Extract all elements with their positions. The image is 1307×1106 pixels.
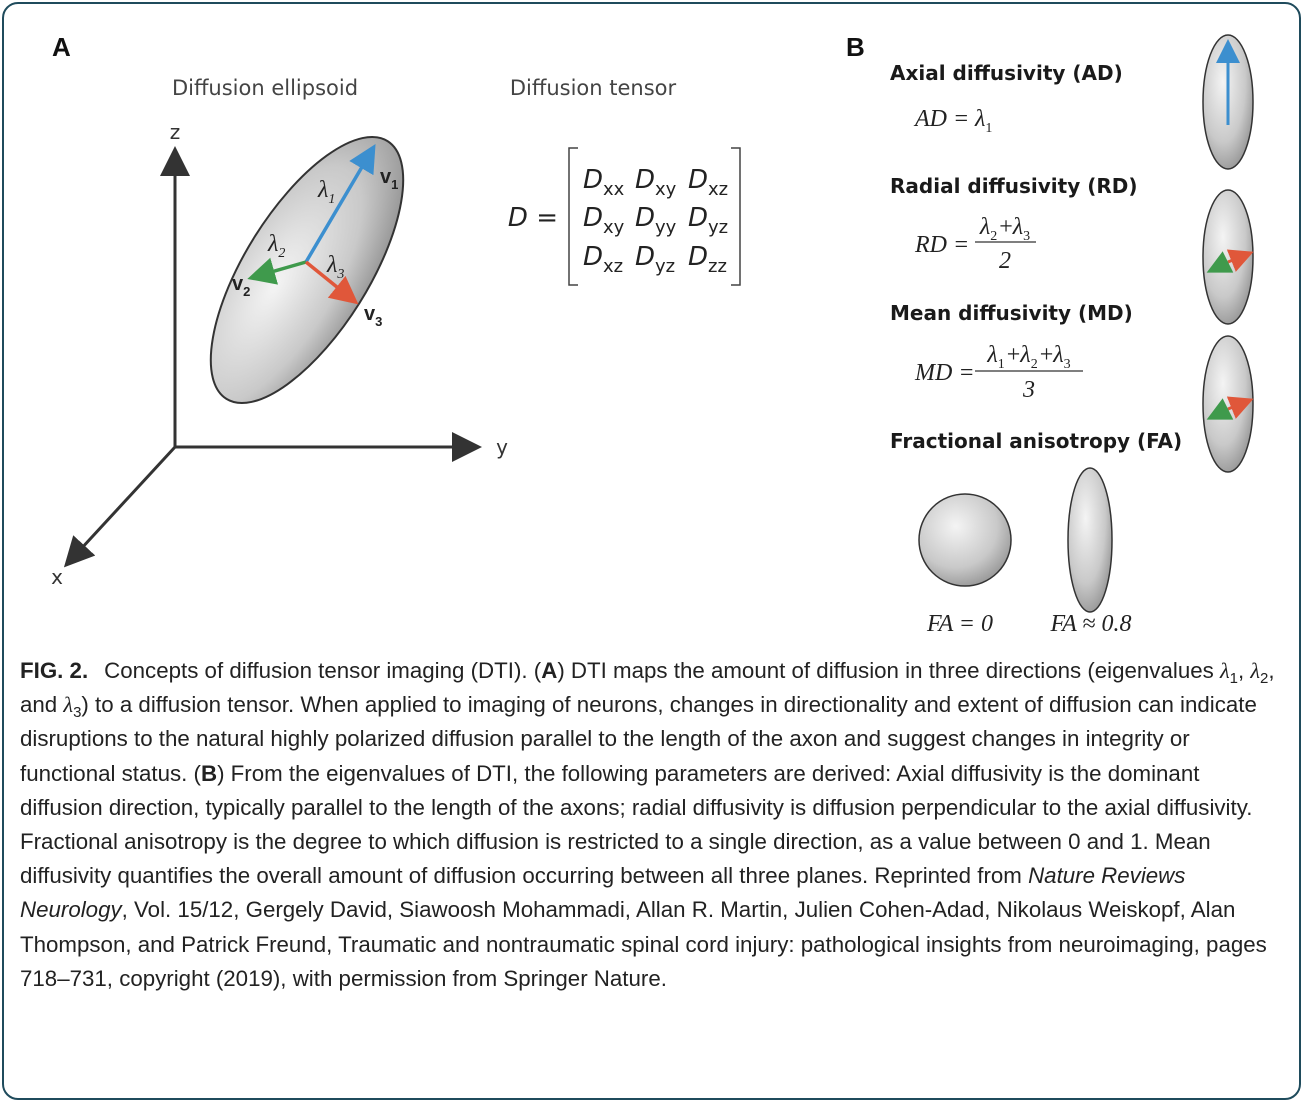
caption-run: ) DTI maps the amount of diffusion in th… [557, 658, 1220, 683]
fa-example: FA = 0 [926, 611, 993, 637]
panel-title: Diffusion ellipsoid [172, 76, 358, 100]
tensor-entry: Dzz [688, 242, 727, 277]
axis-label: z [170, 120, 181, 144]
numerator-term: λ [986, 342, 997, 368]
numerator: λ1 [974, 106, 992, 136]
tensor-symbol: D [583, 242, 603, 272]
tensor-sub: yz [655, 256, 675, 277]
panel-title: Diffusion tensor [510, 76, 677, 100]
numerator: λ2+λ3 [979, 214, 1030, 244]
eigenvalue-label-base: λ [326, 252, 337, 278]
tensor-symbol: D [688, 165, 708, 195]
numerator-sub: 2 [990, 229, 997, 244]
tensor-symbol: D [635, 165, 655, 195]
fa-example: FA ≈ 0.8 [1050, 611, 1132, 637]
formula-lhs: RD = [914, 232, 969, 258]
denominator: 2 [999, 248, 1011, 274]
measure-title: Axial diffusivity (AD) [890, 61, 1123, 85]
eigenvalue-label-sub: 3 [336, 267, 344, 282]
caption-run: Concepts of diffusion tensor imaging (DT… [104, 658, 541, 683]
formula-lhs: AD = [913, 106, 969, 132]
formula-lhs: MD = [914, 360, 975, 386]
tensor-sub: yz [708, 217, 728, 238]
numerator: λ1+λ2+λ3 [986, 342, 1070, 372]
numerator-sub: 1 [998, 357, 1005, 372]
tensor-symbol: D [688, 203, 708, 233]
numerator-term: λ [1052, 342, 1063, 368]
eigenvalue-label-base: λ [267, 231, 278, 257]
tensor-sub: xy [655, 179, 677, 200]
numerator-sub: 3 [1023, 229, 1030, 244]
eigenvector-label: v3 [364, 303, 382, 329]
tensor-entry: Dxy [583, 203, 625, 238]
tensor-entry: Dxx [583, 165, 625, 200]
numerator-term: + [1040, 342, 1054, 368]
measure-title: Radial diffusivity (RD) [890, 174, 1138, 198]
tensor-entry: Dyy [635, 203, 677, 238]
tensor-sub: xy [603, 217, 625, 238]
tensor-symbol: D [688, 242, 708, 272]
eigenvalue-label-base: λ [317, 177, 328, 203]
tensor-entry: Dyz [688, 203, 728, 238]
numerator-term: λ [974, 106, 985, 132]
diffusion-ellipsoid [174, 108, 440, 432]
measure-title: Mean diffusivity (MD) [890, 301, 1133, 325]
tensor-sub: xz [603, 256, 623, 277]
caption-run: A [541, 658, 557, 683]
numerator-term: λ [1019, 342, 1030, 368]
tensor-entry: Dxz [583, 242, 623, 277]
tensor-lhs: D = [508, 203, 558, 233]
numerator-sub: 2 [1031, 357, 1038, 372]
panel-label: B [846, 32, 865, 62]
eigenvalue-label-sub: 1 [328, 192, 335, 207]
eigenvector-label-sub: 2 [243, 284, 250, 299]
caption-run: λ [1250, 658, 1260, 683]
numerator-sub: 1 [985, 121, 992, 136]
tensor-entry: Dyz [635, 242, 675, 277]
eigenvalue-label-sub: 2 [278, 246, 285, 261]
numerator-sub: 3 [1064, 357, 1071, 372]
caption: FIG. 2. Concepts of diffusion tensor imag… [20, 654, 1288, 996]
caption-run: 1 [1230, 670, 1238, 687]
tensor-sub: zz [708, 256, 727, 277]
tensor-sub: yy [655, 217, 677, 238]
numerator-term: λ [979, 214, 990, 240]
caption-run: λ [63, 692, 73, 717]
tensor-entry: Dxz [688, 165, 728, 200]
numerator-term: λ [1012, 214, 1023, 240]
figure: A B Diffusion ellipsoid Diffusion tensor… [0, 0, 1307, 650]
tensor-symbol: D [583, 165, 603, 195]
caption-run: , [1238, 658, 1250, 683]
tensor-symbol: D [635, 242, 655, 272]
tensor-symbol: D [583, 203, 603, 233]
caption-run: λ [1220, 658, 1230, 683]
page: A B Diffusion ellipsoid Diffusion tensor… [0, 0, 1307, 1106]
caption-run: FIG. 2. [20, 658, 88, 683]
caption-run: , Vol. 15/12, Gergely David, Siawoosh Mo… [20, 897, 1267, 990]
numerator-term: + [999, 214, 1013, 240]
axis-label: x [51, 565, 63, 589]
tensor-sub: xz [708, 179, 728, 200]
tensor-entry: Dxy [635, 165, 677, 200]
numerator-term: + [1007, 342, 1021, 368]
eigenvector-label-sub: 3 [375, 314, 382, 329]
axis-label: y [496, 435, 508, 459]
panel-label: A [52, 32, 71, 62]
tensor-symbol: D [635, 203, 655, 233]
eigenvector-label-sub: 1 [391, 177, 398, 192]
denominator: 3 [1022, 377, 1035, 403]
caption-run: B [201, 761, 217, 786]
measure-title: Fractional anisotropy (FA) [890, 429, 1182, 453]
tensor-sub: xx [603, 179, 625, 200]
